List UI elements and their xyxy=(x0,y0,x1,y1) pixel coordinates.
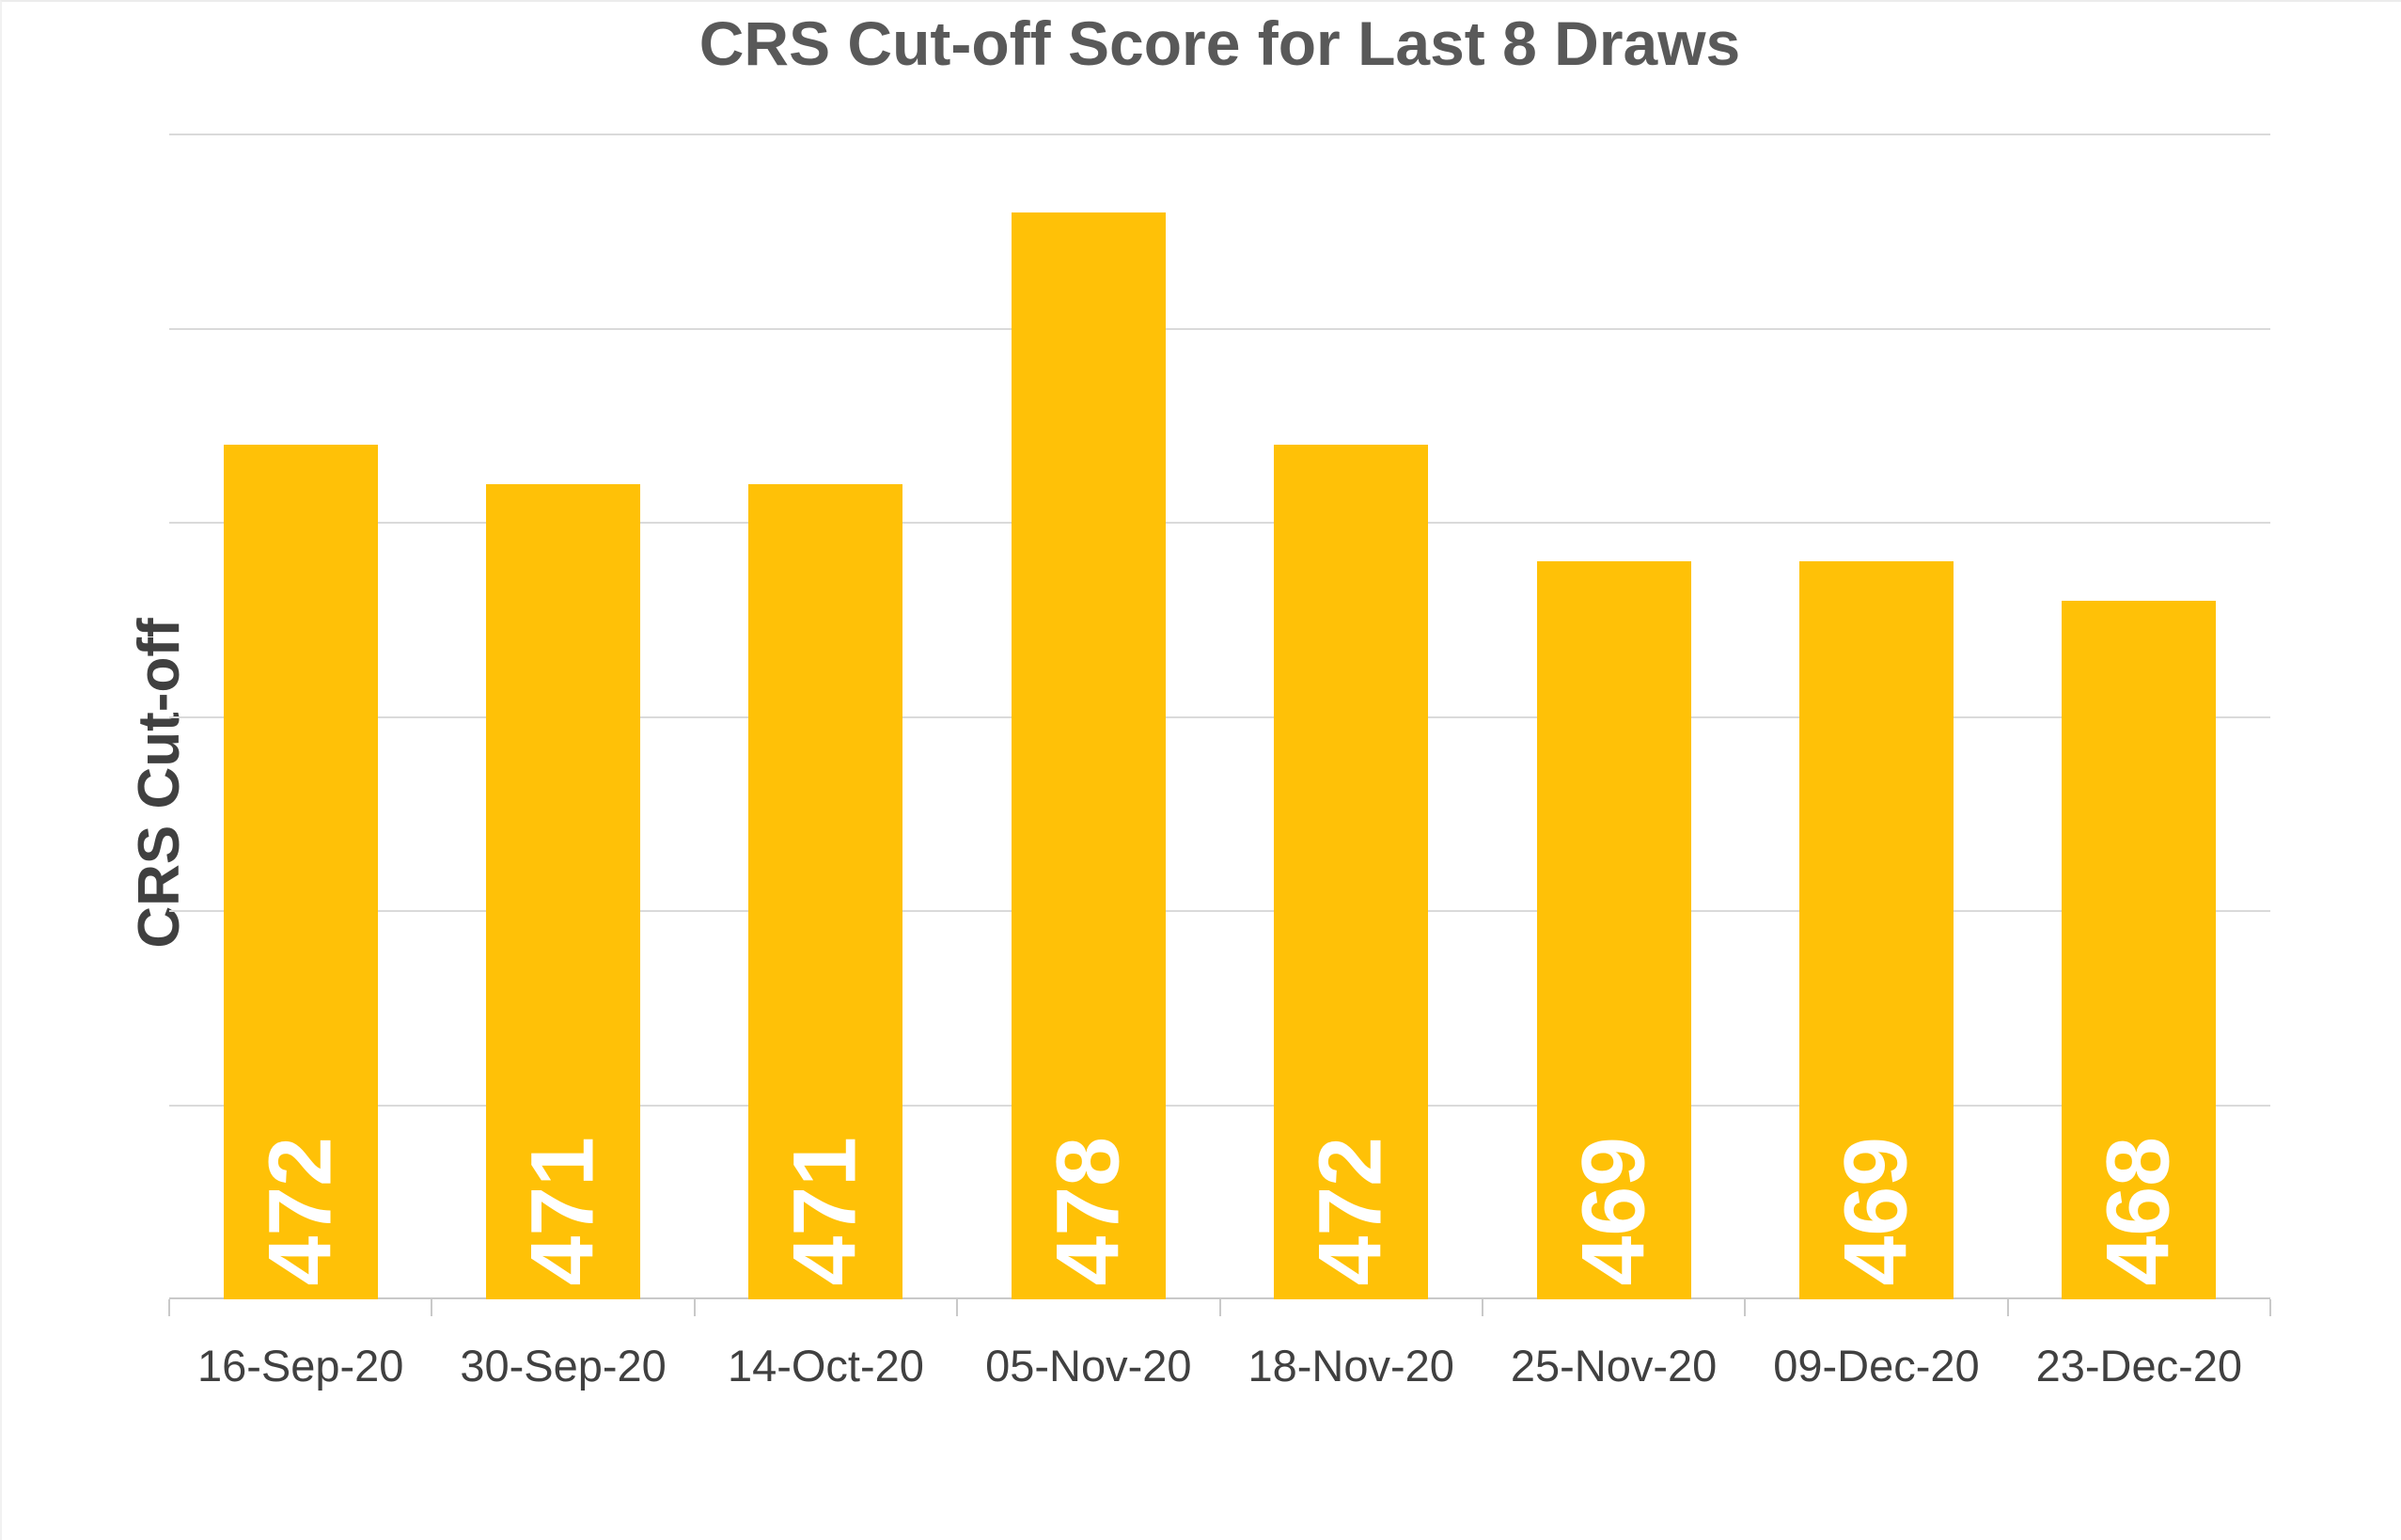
x-axis-tick xyxy=(1481,1299,1483,1316)
x-axis-labels: 16-Sep-20 30-Sep-20 14-Oct-20 05-Nov-20 18-N… xyxy=(169,1339,2270,1405)
x-axis-tick xyxy=(1218,1299,1221,1316)
bar-value-label: 468 xyxy=(2088,1137,2189,1286)
bar-value-label: 469 xyxy=(1826,1137,1926,1286)
bar: 471 xyxy=(486,483,641,1299)
x-axis-line xyxy=(169,1297,2270,1299)
x-axis-tick xyxy=(2269,1299,2271,1316)
bar-value-label: 471 xyxy=(512,1137,613,1286)
gridline xyxy=(169,910,2270,912)
gridline xyxy=(169,715,2270,718)
bar: 469 xyxy=(1536,561,1691,1299)
bar: 468 xyxy=(2062,600,2217,1299)
bar-value-label: 478 xyxy=(1038,1137,1138,1286)
x-axis-tick-label: 09-Dec-20 xyxy=(1773,1341,1980,1391)
bar: 472 xyxy=(223,445,378,1299)
x-axis-tick xyxy=(956,1299,959,1316)
gridline xyxy=(169,327,2270,330)
bar: 478 xyxy=(1011,212,1166,1299)
x-axis-tick xyxy=(1744,1299,1747,1316)
bar-value-label: 472 xyxy=(250,1137,351,1286)
x-axis-tick-label: 16-Sep-20 xyxy=(196,1341,404,1391)
plot-area: 472 471 471 478 472 469 469 468 xyxy=(168,134,2271,1316)
x-axis-tick-label: 05-Nov-20 xyxy=(985,1341,1192,1391)
x-axis-tick-label: 30-Sep-20 xyxy=(460,1341,667,1391)
gridline xyxy=(169,1104,2270,1107)
bar-value-label: 471 xyxy=(775,1137,875,1286)
bar: 471 xyxy=(748,483,903,1299)
bar: 472 xyxy=(1274,445,1429,1299)
gridline xyxy=(169,134,2270,135)
x-axis-tick xyxy=(431,1299,433,1316)
x-axis-tick xyxy=(168,1299,170,1316)
chart-title: CRS Cut-off Score for Last 8 Draws xyxy=(698,8,1741,78)
x-axis-tick xyxy=(693,1299,696,1316)
bar-value-label: 472 xyxy=(1300,1137,1401,1286)
x-axis-tick-label: 18-Nov-20 xyxy=(1248,1341,1454,1391)
x-axis-tick xyxy=(2006,1299,2009,1316)
gridline xyxy=(169,522,2270,524)
x-axis-tick-label: 25-Nov-20 xyxy=(1510,1341,1718,1391)
x-axis-tick-label: 14-Oct-20 xyxy=(727,1341,924,1391)
x-axis-tick-label: 23-Dec-20 xyxy=(2035,1341,2243,1391)
bar: 469 xyxy=(1798,561,1954,1299)
bar-value-label: 469 xyxy=(1563,1137,1664,1286)
